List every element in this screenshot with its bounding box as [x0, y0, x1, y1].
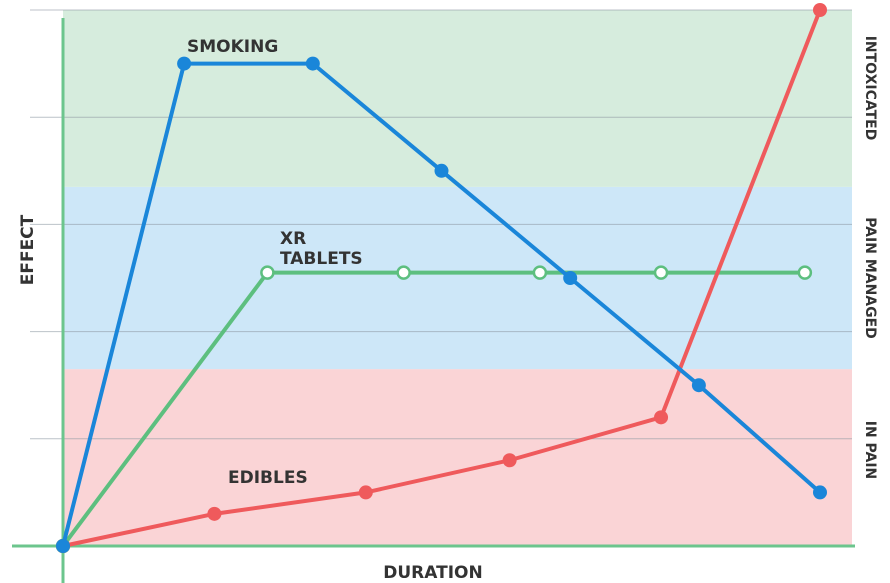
smoking-point: [305, 56, 320, 71]
xr-tablets-point: [653, 265, 669, 280]
xr-tablets-point: [532, 265, 548, 280]
x-axis-title: DURATION: [383, 563, 482, 583]
band-intoxicated: [63, 10, 852, 187]
edibles-line: [61, 8, 822, 548]
band-label-intoxicated: INTOXICATED: [862, 36, 878, 141]
xr-tablets-line: [61, 270, 807, 548]
band-label-in-pain: IN PAIN: [862, 421, 878, 480]
gridlines: [30, 9, 852, 440]
background-bands: [63, 10, 852, 546]
edibles-point: [207, 506, 222, 521]
edibles-point: [813, 3, 827, 17]
axes: [12, 18, 855, 583]
chart-labels: EFFECT DURATION SMOKING EDIBLES XR TABLET…: [18, 36, 878, 583]
y-axis-title: EFFECT: [18, 214, 38, 285]
series-label-xr-tablets: XR TABLETS: [280, 229, 363, 269]
series-label-edibles: EDIBLES: [228, 468, 308, 488]
smoking-point: [813, 485, 827, 500]
band-label-pain-managed: PAIN MANAGED: [862, 217, 878, 339]
xr-tablets-point: [260, 265, 275, 280]
smoking-point: [563, 271, 578, 285]
series-label-smoking: SMOKING: [187, 37, 278, 57]
smoking-point: [691, 378, 706, 393]
smoking-point: [56, 539, 70, 553]
series-smoking: [56, 56, 827, 553]
smoking-point: [434, 163, 449, 178]
xr-tablets-point: [797, 265, 813, 280]
edibles-point: [654, 410, 669, 425]
series-lines: [55, 3, 827, 554]
edibles-point: [502, 453, 517, 468]
xr-tablets-point: [396, 265, 411, 280]
smoking-point: [177, 56, 192, 71]
edibles-point: [358, 485, 373, 500]
band-pain-managed: [63, 186, 852, 370]
